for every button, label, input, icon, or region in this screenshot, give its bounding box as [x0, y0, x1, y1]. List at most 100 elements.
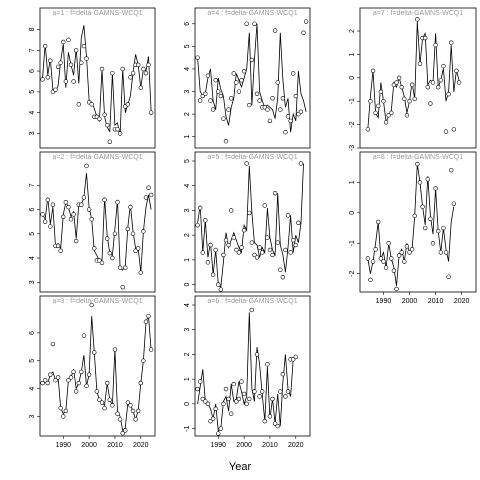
fitted-line [197, 23, 307, 133]
y-tick-label: 2 [184, 352, 191, 356]
y-tick-label: 3 [29, 131, 36, 135]
observed-point [231, 235, 236, 240]
observed-point [262, 418, 267, 424]
panel-frame [194, 7, 311, 149]
x-tick-label: 2000 [402, 298, 418, 305]
observed-point [436, 228, 441, 234]
observed-point [216, 431, 221, 436]
observed-point [195, 386, 200, 392]
observed-point [81, 195, 87, 200]
observed-point [216, 282, 221, 287]
y-tick-label: 4 [29, 256, 36, 260]
observed-point [383, 265, 389, 270]
observed-point [53, 87, 58, 92]
y-tick-label: 7 [29, 48, 36, 52]
observed-point [104, 380, 110, 386]
observed-point [138, 380, 143, 386]
observed-point [223, 237, 229, 243]
observed-point [58, 405, 63, 411]
observed-point [130, 408, 136, 414]
observed-point [234, 399, 239, 404]
panel-frame [39, 151, 156, 293]
x-tick-label: 1990 [55, 442, 71, 449]
observed-point [128, 204, 133, 210]
panel-strip-label: a=2 : f=delta-GAMNS-WCQ1 [52, 154, 142, 161]
observed-point [210, 272, 216, 277]
observed-point [76, 102, 81, 107]
observed-point [267, 414, 273, 419]
observed-point [141, 358, 146, 363]
y-tick-label: 1 [184, 258, 191, 262]
observed-point [428, 216, 433, 222]
y-tick-label: 0 [184, 283, 191, 287]
observed-point [291, 357, 296, 362]
observed-point [73, 48, 79, 53]
observed-point [81, 43, 87, 49]
observed-point [420, 204, 425, 209]
observed-point [285, 114, 291, 119]
y-tick-label: 5 [184, 159, 191, 163]
observed-point [234, 247, 239, 253]
observed-point [409, 247, 415, 252]
y-tick-label: 3 [184, 89, 191, 93]
observed-point [293, 242, 298, 248]
y-tick-label: 2 [184, 112, 191, 116]
observed-point [50, 341, 56, 347]
observed-point [417, 180, 423, 185]
observed-point [40, 380, 45, 386]
observed-point [97, 258, 102, 263]
observed-point [394, 286, 399, 292]
observed-point [92, 246, 97, 251]
observed-point [68, 375, 74, 380]
observed-point [221, 116, 226, 121]
observed-point [285, 213, 291, 218]
observed-point [143, 70, 149, 76]
observed-point [443, 250, 449, 255]
observed-point [61, 214, 66, 219]
observed-point [430, 80, 436, 85]
observed-point [205, 401, 211, 407]
observed-point [370, 259, 376, 264]
observed-point [303, 19, 309, 24]
observed-point [283, 394, 288, 399]
observed-point [107, 397, 112, 402]
observed-point [107, 250, 112, 256]
observed-point [293, 354, 298, 360]
observed-point [412, 213, 417, 219]
observed-point [298, 109, 304, 115]
observed-point [234, 80, 239, 85]
observed-point [117, 131, 123, 136]
observed-point [125, 226, 131, 232]
observed-point [244, 161, 249, 166]
observed-point [283, 247, 288, 253]
y-tick-label: 3 [184, 208, 191, 212]
observed-point [102, 405, 107, 411]
y-tick-label: 8 [29, 27, 36, 31]
observed-point [370, 68, 376, 74]
observed-point [368, 99, 373, 104]
observed-point [283, 129, 288, 135]
panel-frame [39, 7, 156, 149]
x-tick-label: 1990 [210, 442, 226, 449]
observed-point [107, 139, 112, 144]
observed-point [104, 122, 110, 128]
observed-point [89, 217, 94, 222]
observed-point [270, 252, 275, 258]
observed-point [136, 246, 141, 251]
observed-point [92, 350, 97, 355]
observed-point [210, 416, 216, 421]
observed-point [376, 219, 381, 225]
observed-point [223, 386, 229, 392]
observed-point [383, 120, 389, 125]
observed-point [200, 396, 205, 402]
observed-point [449, 167, 454, 173]
observed-point [216, 89, 221, 94]
y-tick-label: 1 [184, 377, 191, 381]
panel-strip-label: a=1 : f=delta-GAMNS-WCQ1 [52, 10, 142, 17]
observed-point [288, 250, 293, 255]
observed-point [249, 240, 255, 245]
observed-point [66, 204, 71, 210]
observed-point [86, 372, 92, 377]
observed-point [130, 231, 136, 236]
observed-point [115, 200, 120, 205]
